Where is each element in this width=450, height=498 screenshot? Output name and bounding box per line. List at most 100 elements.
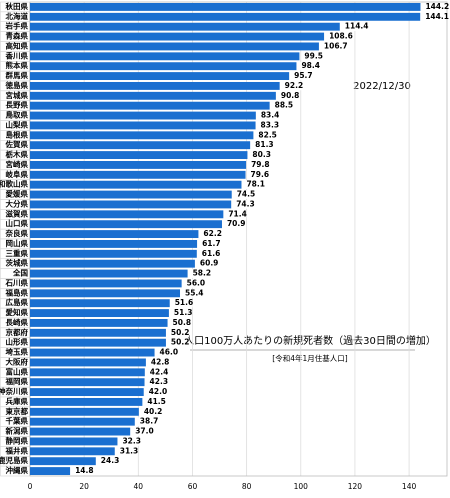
bar bbox=[30, 111, 256, 120]
bar bbox=[30, 12, 421, 21]
category-label: 山口県 bbox=[6, 218, 29, 228]
value-label-box bbox=[119, 437, 141, 446]
date-annotation: 2022/12/30 bbox=[353, 81, 411, 92]
category-label: 千葉県 bbox=[6, 416, 29, 426]
x-tick-label: 120 bbox=[348, 482, 363, 491]
value-label: 37.0 bbox=[135, 427, 154, 436]
value-label: 83.4 bbox=[261, 111, 280, 120]
value-label: 78.1 bbox=[246, 180, 265, 189]
value-label-box bbox=[171, 298, 193, 308]
category-box bbox=[0, 465, 30, 477]
bar bbox=[30, 160, 247, 169]
category-label: 宮城県 bbox=[6, 90, 29, 100]
bar bbox=[30, 249, 197, 258]
x-tick-label: 100 bbox=[294, 482, 309, 491]
category-label: 鳥取県 bbox=[6, 110, 29, 120]
bar bbox=[30, 447, 115, 456]
value-label-box bbox=[198, 249, 220, 259]
bar bbox=[30, 22, 340, 31]
value-label: 88.5 bbox=[275, 101, 294, 110]
value-label-box bbox=[170, 308, 192, 318]
value-label: 79.6 bbox=[251, 170, 270, 179]
category-label: 北海道 bbox=[6, 11, 29, 21]
bar bbox=[30, 397, 143, 406]
category-label: 栃木県 bbox=[6, 149, 29, 159]
bar bbox=[30, 141, 251, 150]
value-label: 74.5 bbox=[237, 190, 256, 199]
value-label: 42.8 bbox=[151, 357, 170, 366]
value-label-box bbox=[422, 12, 444, 22]
category-label: 茨城県 bbox=[6, 258, 29, 268]
bar bbox=[30, 457, 96, 466]
category-label: 福岡県 bbox=[5, 376, 29, 386]
category-label: 石川県 bbox=[5, 277, 29, 287]
value-label-box bbox=[277, 91, 299, 101]
bar bbox=[30, 151, 248, 160]
value-label: 92.2 bbox=[285, 81, 304, 90]
category-label: 岡山県 bbox=[6, 238, 29, 248]
value-label: 41.5 bbox=[147, 397, 166, 406]
bar bbox=[30, 417, 135, 426]
bar bbox=[30, 91, 276, 100]
bar bbox=[30, 437, 118, 446]
value-label: 50.2 bbox=[171, 338, 190, 347]
value-label: 114.4 bbox=[345, 22, 369, 31]
category-label: 熊本県 bbox=[6, 60, 29, 70]
value-label-box bbox=[225, 210, 247, 219]
value-label: 50.8 bbox=[173, 318, 192, 327]
value-label-box bbox=[145, 387, 167, 397]
value-label: 74.3 bbox=[236, 199, 255, 208]
x-tick-label: 80 bbox=[242, 482, 252, 491]
value-label-box bbox=[341, 22, 363, 31]
bar bbox=[30, 318, 168, 327]
value-label: 61.7 bbox=[202, 239, 221, 248]
bar bbox=[30, 388, 144, 397]
bar bbox=[30, 368, 145, 377]
bar bbox=[30, 2, 421, 11]
category-label: 広島県 bbox=[6, 297, 29, 307]
value-label: 51.6 bbox=[175, 298, 194, 307]
value-label-box bbox=[281, 81, 303, 91]
plot-frame bbox=[29, 1, 448, 477]
value-label-box bbox=[320, 42, 342, 51]
category-label: 鹿児島県 bbox=[0, 455, 28, 465]
value-label-box bbox=[233, 200, 255, 209]
value-label-box bbox=[233, 190, 255, 199]
x-tick-label: 20 bbox=[79, 482, 89, 491]
value-label-box bbox=[255, 131, 277, 140]
x-tick-label: 140 bbox=[402, 482, 417, 491]
value-label: 24.3 bbox=[101, 456, 120, 465]
bar bbox=[30, 101, 270, 110]
value-label-box bbox=[196, 259, 218, 268]
value-label-box bbox=[169, 318, 191, 328]
category-label: 静岡県 bbox=[6, 435, 29, 445]
bar bbox=[30, 239, 198, 248]
category-label: 長野県 bbox=[6, 100, 29, 110]
value-label: 71.4 bbox=[228, 209, 247, 218]
category-label: 群馬県 bbox=[5, 70, 29, 80]
category-label: 埼玉県 bbox=[6, 347, 29, 357]
value-label: 80.3 bbox=[252, 150, 271, 159]
value-label: 38.7 bbox=[140, 417, 159, 426]
category-label: 和歌山県 bbox=[0, 179, 28, 189]
category-label: 沖縄県 bbox=[6, 465, 29, 475]
category-label: 奈良県 bbox=[5, 228, 29, 238]
value-label: 50.2 bbox=[171, 328, 190, 337]
value-label-box bbox=[189, 269, 211, 278]
value-label-box bbox=[183, 279, 205, 288]
bar bbox=[30, 42, 319, 51]
category-label: 岐阜県 bbox=[6, 169, 29, 179]
category-label: 三重県 bbox=[6, 248, 29, 258]
value-label: 98.4 bbox=[301, 61, 320, 70]
value-label-box bbox=[146, 377, 168, 387]
value-label-box bbox=[243, 180, 265, 189]
category-label: 高知県 bbox=[6, 40, 29, 50]
value-label: 61.6 bbox=[202, 249, 221, 258]
value-label-box bbox=[223, 219, 245, 229]
value-label-box bbox=[422, 2, 444, 12]
category-label: 宮崎県 bbox=[6, 159, 29, 169]
category-label: 長崎県 bbox=[6, 317, 29, 327]
value-label-box bbox=[167, 328, 189, 338]
category-label: 山形県 bbox=[6, 337, 29, 347]
category-label: 大分県 bbox=[6, 198, 29, 208]
